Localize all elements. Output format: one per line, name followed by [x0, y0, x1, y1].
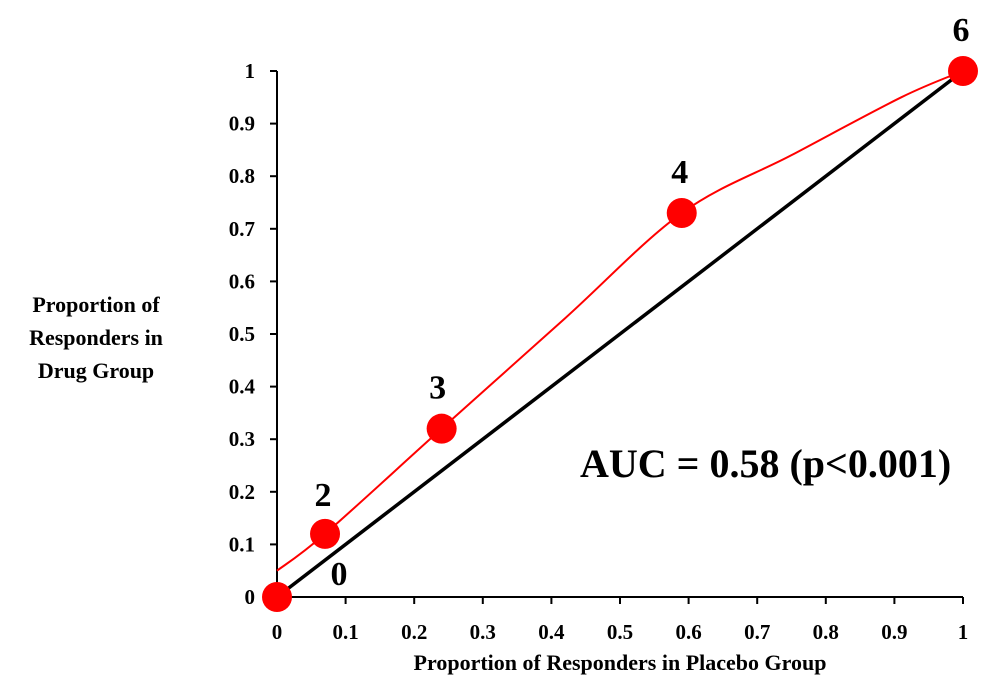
y-axis-label-line-2: Responders in	[29, 325, 163, 350]
y-tick-label: 0.7	[229, 217, 255, 241]
x-tick-label: 0	[272, 620, 283, 644]
roc-point-marker	[310, 518, 341, 549]
x-tick-label: 0.2	[401, 620, 427, 644]
y-axis-label: Proportion of Responders in Drug Group	[6, 288, 186, 387]
y-tick-label: 0.9	[229, 112, 255, 136]
reference-diagonal-line	[275, 69, 965, 599]
roc-point-label: 4	[671, 154, 688, 191]
x-tick-label: 0.5	[607, 620, 633, 644]
y-tick-label: 0.6	[229, 269, 255, 293]
x-tick-label: 0.4	[538, 620, 565, 644]
x-tick-label: 0.6	[675, 620, 701, 644]
roc-point-label: 3	[429, 370, 446, 407]
roc-point-label: 6	[953, 12, 970, 49]
roc-point-label: 2	[315, 477, 332, 514]
roc-curve-line	[276, 70, 964, 572]
y-tick-label: 1	[245, 59, 256, 83]
x-tick-label: 1	[958, 620, 969, 644]
x-tick-label: 0.3	[470, 620, 496, 644]
y-axis-label-line-1: Proportion of	[32, 292, 160, 317]
x-tick-label: 0.9	[881, 620, 907, 644]
auc-annotation: AUC = 0.58 (p<0.001)	[580, 441, 952, 486]
y-axis-label-line-3: Drug Group	[37, 358, 155, 383]
roc-point-marker	[666, 198, 697, 229]
roc-point-label: 0	[331, 556, 348, 593]
y-tick-label: 0.3	[229, 427, 255, 451]
y-tick-label: 0.5	[229, 322, 255, 346]
roc-point-marker	[426, 413, 457, 444]
x-axis-label: Proportion of Responders in Placebo Grou…	[413, 650, 827, 675]
roc-point-marker	[262, 582, 292, 612]
y-tick-label: 0.2	[229, 480, 255, 504]
y-tick-label: 0.1	[229, 532, 255, 556]
y-tick-label: 0.4	[229, 375, 256, 399]
x-tick-label: 0.1	[332, 620, 358, 644]
x-tick-label: 0.7	[744, 620, 770, 644]
y-tick-label: 0.8	[229, 164, 255, 188]
y-tick-label: 0	[245, 585, 256, 609]
x-tick-label: 0.8	[813, 620, 839, 644]
roc-point-marker	[948, 56, 978, 86]
